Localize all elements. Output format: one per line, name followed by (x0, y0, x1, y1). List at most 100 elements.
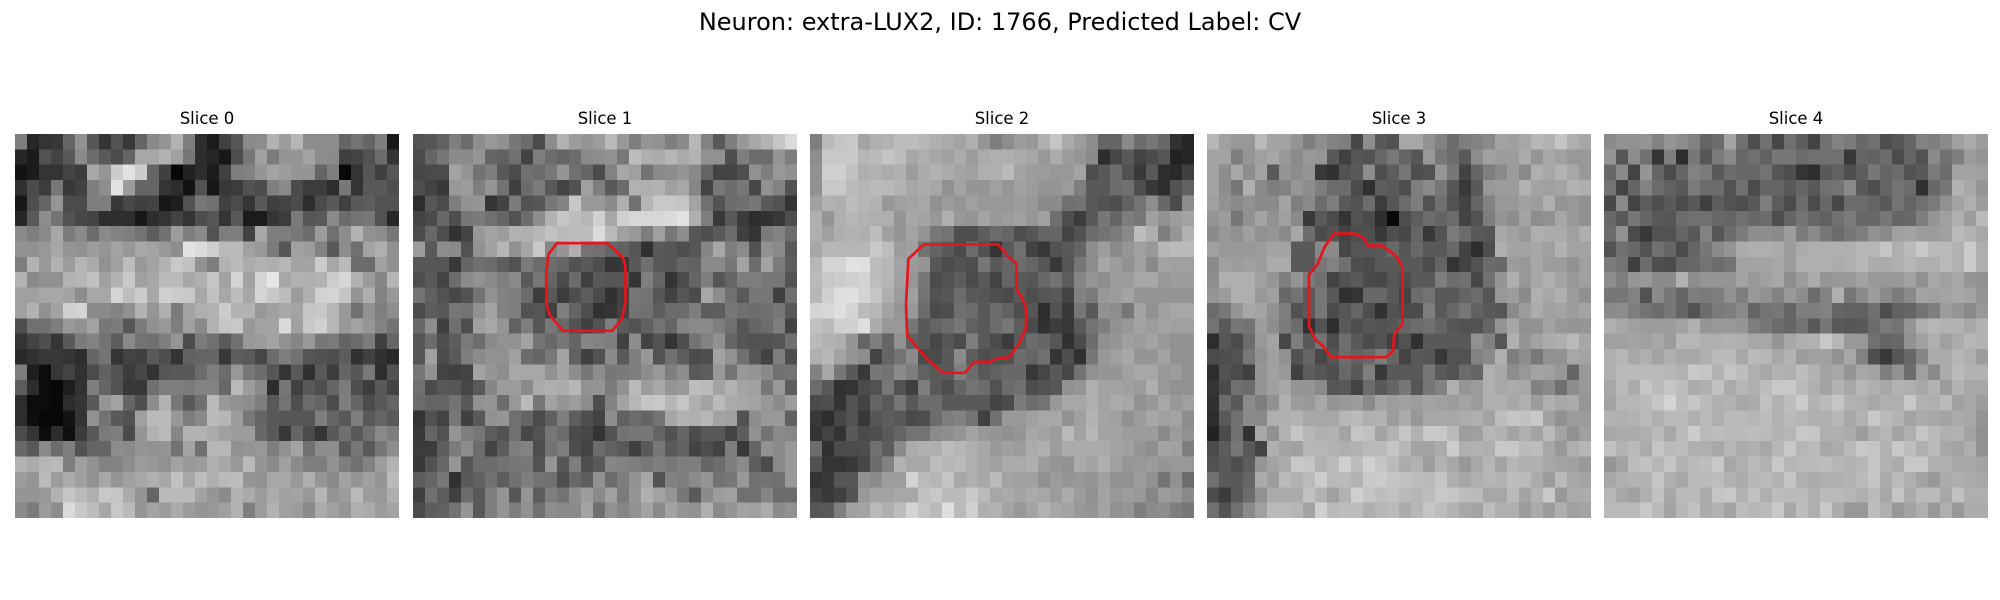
pixel-cell (1543, 180, 1556, 196)
pixel-cell (339, 395, 352, 411)
pixel-cell (1579, 180, 1591, 196)
pixel-cell (1014, 180, 1027, 196)
pixel-cell (1916, 226, 1929, 242)
pixel-cell (1652, 379, 1665, 396)
pixel-cell (521, 302, 534, 319)
pixel-cell (351, 241, 364, 258)
pixel-cell (1182, 441, 1194, 457)
pixel-cell (1808, 210, 1821, 227)
pixel-cell (966, 471, 979, 488)
pixel-cell (1844, 425, 1857, 442)
pixel-cell (123, 425, 136, 442)
pixel-cell (1110, 471, 1123, 488)
pixel-cell (1267, 349, 1280, 365)
cell-contour (904, 243, 1028, 375)
pixel-cell (195, 502, 208, 518)
pixel-cell (713, 287, 726, 304)
pixel-cell (99, 210, 112, 227)
pixel-cell (990, 210, 1003, 227)
pixel-cell (1411, 379, 1424, 396)
pixel-cell (1207, 134, 1220, 150)
pixel-cell (1676, 149, 1689, 165)
pixel-cell (1086, 395, 1099, 411)
pixel-cell (942, 256, 955, 273)
pixel-cell (497, 302, 510, 319)
pixel-cell (990, 471, 1003, 488)
pixel-cell (449, 425, 462, 442)
pixel-cell (509, 302, 522, 319)
pixel-cell (1122, 410, 1135, 427)
pixel-cell (1291, 149, 1304, 165)
pixel-cell (1303, 195, 1316, 212)
pixel-cell (1327, 210, 1340, 227)
pixel-cell (449, 364, 462, 380)
pixel-cell (1724, 456, 1737, 473)
pixel-cell (822, 349, 835, 365)
pixel-cell (1098, 379, 1111, 396)
pixel-cell (351, 364, 364, 380)
pixel-cell (858, 149, 871, 165)
pixel-cell (749, 425, 762, 442)
pixel-cell (1880, 410, 1893, 427)
pixel-cell (243, 456, 256, 473)
pixel-cell (75, 410, 88, 427)
pixel-cell (1375, 226, 1388, 242)
pixel-cell (1664, 333, 1677, 350)
pixel-cell (485, 241, 498, 258)
pixel-cell (1784, 302, 1797, 319)
pixel-cell (1074, 425, 1087, 442)
pixel-cell (87, 256, 100, 273)
pixel-cell (605, 164, 618, 181)
pixel-cell (255, 333, 268, 350)
pixel-cell (437, 456, 450, 473)
pixel-cell (1856, 502, 1869, 518)
pixel-cell (1207, 256, 1220, 273)
pixel-cell (773, 502, 786, 518)
pixel-cell (1892, 364, 1905, 380)
pixel-cell (1423, 134, 1436, 150)
pixel-cell (701, 425, 714, 442)
pixel-cell (1519, 318, 1532, 334)
pixel-cell (279, 502, 292, 518)
pixel-cell (1940, 302, 1953, 319)
pixel-cell (1748, 180, 1761, 196)
pixel-cell (1543, 456, 1556, 473)
pixel-cell (1471, 241, 1484, 258)
pixel-cell (1616, 395, 1629, 411)
pixel-cell (243, 471, 256, 488)
pixel-cell (1916, 241, 1929, 258)
pixel-cell (1339, 272, 1352, 288)
pixel-cell (846, 287, 859, 304)
pixel-cell (581, 195, 594, 212)
pixel-cell (1327, 164, 1340, 181)
pixel-cell (1182, 395, 1194, 411)
pixel-cell (27, 134, 40, 150)
pixel-cell (1616, 379, 1629, 396)
pixel-cell (1255, 395, 1268, 411)
pixel-cell (1664, 241, 1677, 258)
pixel-cell (521, 410, 534, 427)
pixel-cell (882, 425, 895, 442)
panel-slice-3: Slice 3 (1207, 108, 1591, 518)
pixel-cell (725, 256, 738, 273)
pixel-cell (1832, 502, 1845, 518)
pixel-cell (1231, 395, 1244, 411)
pixel-cell (713, 210, 726, 227)
pixel-cell (870, 379, 883, 396)
pixel-cell (617, 502, 630, 518)
pixel-cell (1182, 364, 1194, 380)
pixel-cell (1952, 395, 1965, 411)
pixel-cell (1700, 287, 1713, 304)
pixel-cell (1038, 149, 1051, 165)
pixel-cell (1604, 318, 1617, 334)
pixel-cell (497, 333, 510, 350)
pixel-cell (75, 379, 88, 396)
pixel-cell (834, 456, 847, 473)
pixel-cell (327, 302, 340, 319)
pixel-cell (303, 318, 316, 334)
pixel-cell (1158, 487, 1171, 503)
pixel-cell (1062, 287, 1075, 304)
pixel-cell (87, 456, 100, 473)
pixel-cell (1411, 410, 1424, 427)
pixel-cell (1291, 425, 1304, 442)
